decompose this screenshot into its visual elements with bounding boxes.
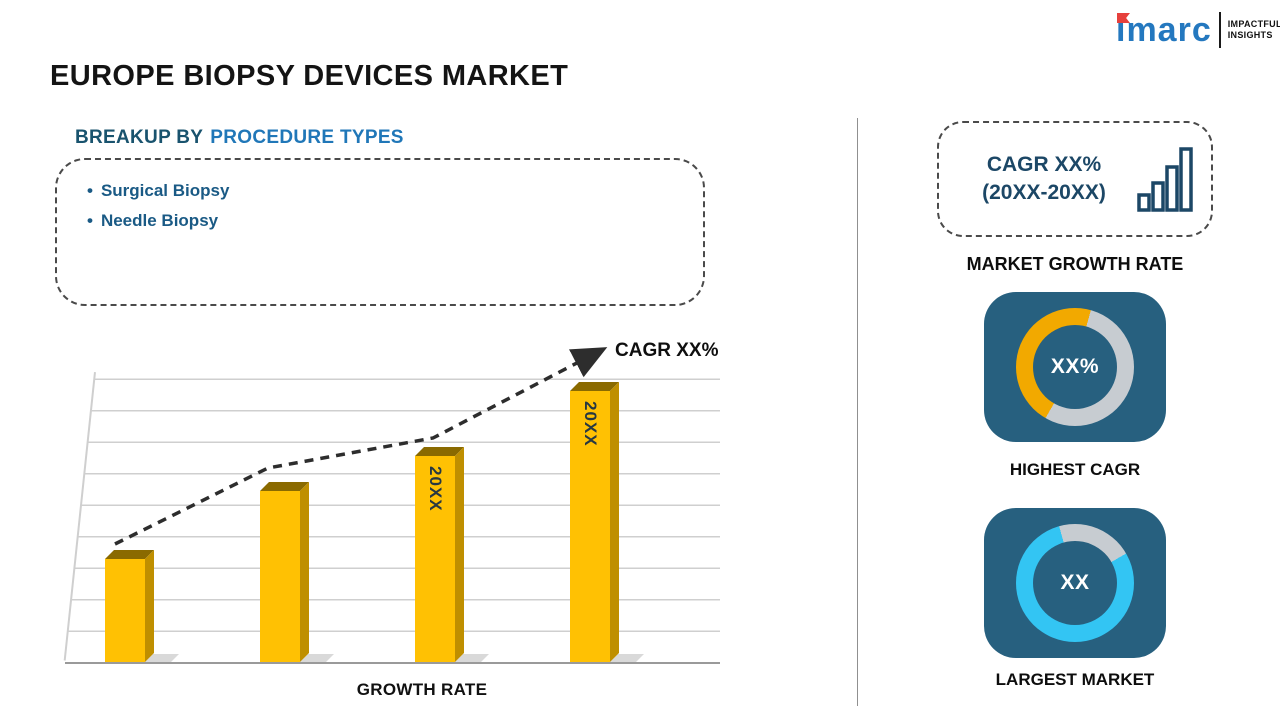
largest-market-value: XX: [1060, 571, 1090, 594]
imarc-brand-text: imarc: [1116, 11, 1212, 49]
breakup-heading-highlight: PROCEDURE TYPES: [210, 127, 404, 148]
largest-market-card: XX: [984, 508, 1166, 658]
procedure-types-box: • Surgical Biopsy • Needle Biopsy: [55, 158, 705, 306]
breakup-heading: BREAKUP BY PROCEDURE TYPES: [75, 127, 404, 149]
logo-tagline: IMPACTFUL INSIGHTS: [1228, 19, 1280, 42]
logo-tagline-line2: INSIGHTS: [1227, 30, 1273, 40]
largest-market-donut-chart: [1016, 524, 1134, 642]
imarc-logo: imarc IMPACTFUL INSIGHTS: [1116, 12, 1280, 48]
procedure-type-label: Surgical Biopsy: [100, 181, 230, 200]
bullet: •: [87, 181, 93, 200]
list-item: • Surgical Biopsy: [87, 176, 703, 206]
procedure-type-label: Needle Biopsy: [100, 210, 219, 230]
highest-cagr-card: XX%: [984, 292, 1166, 442]
bullet: •: [87, 210, 93, 230]
bar-4: 20XX: [570, 391, 644, 662]
section-divider: [857, 118, 858, 706]
breakup-heading-prefix: BREAKUP BY: [75, 127, 204, 148]
largest-market-label: LARGEST MARKET: [995, 670, 1155, 689]
cagr-line1: CAGR XX%: [986, 152, 1102, 176]
cagr-annotation: CAGR XX%: [615, 340, 719, 361]
highest-cagr-donut-chart: [1016, 308, 1134, 426]
market-growth-rate-label: MARKET GROWTH RATE: [966, 254, 1184, 274]
cagr-dashed-box: CAGR XX% (20XX-20XX): [937, 121, 1213, 237]
bar-label: 20XX: [581, 401, 600, 447]
x-axis-label: GROWTH RATE: [356, 680, 488, 699]
trend-arrow: [114, 347, 608, 546]
imarc-flag-icon: [1117, 13, 1130, 23]
list-item: • Needle Biopsy: [87, 206, 703, 236]
bar-3: 20XX: [415, 456, 489, 662]
bar-1: [105, 559, 179, 662]
imarc-wordmark: imarc: [1116, 13, 1212, 47]
cagr-text: CAGR XX% (20XX-20XX): [961, 151, 1127, 208]
bar-chart: CAGR XX% 20XX 20XX: [63, 340, 720, 664]
highest-cagr-value: XX%: [1050, 355, 1100, 378]
chart-baseline: [65, 662, 720, 664]
bar-2: [260, 491, 334, 662]
bar-chart-icon: [1137, 147, 1193, 212]
procedure-types-list: • Surgical Biopsy • Needle Biopsy: [87, 176, 703, 236]
logo-divider: [1218, 12, 1221, 48]
cagr-line2: (20XX-20XX): [982, 181, 1106, 204]
page-title: EUROPE BIOPSY DEVICES MARKET: [50, 60, 569, 92]
highest-cagr-label: HIGHEST CAGR: [1009, 460, 1141, 479]
logo-tagline-line1: IMPACTFUL: [1227, 18, 1280, 29]
bar-label: 20XX: [426, 466, 445, 512]
